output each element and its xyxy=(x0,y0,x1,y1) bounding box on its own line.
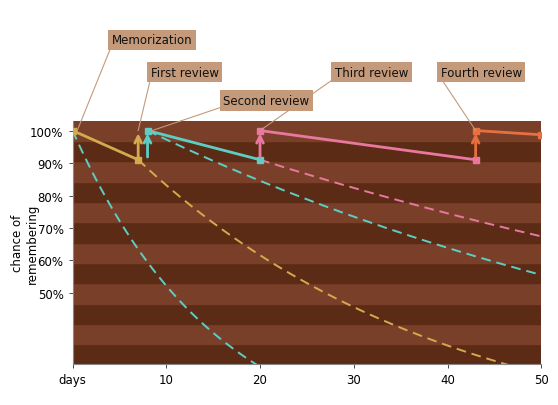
Bar xyxy=(73,344,541,364)
Text: Fourth review: Fourth review xyxy=(441,66,522,79)
Bar xyxy=(73,243,541,263)
Text: Memorization: Memorization xyxy=(112,34,192,47)
Bar xyxy=(73,223,541,243)
Bar xyxy=(73,324,541,344)
Text: Third review: Third review xyxy=(335,66,408,79)
Bar xyxy=(73,142,541,162)
Bar xyxy=(73,202,541,223)
Text: First review: First review xyxy=(151,66,219,79)
Text: Second review: Second review xyxy=(223,95,309,108)
Bar xyxy=(73,122,541,142)
Bar xyxy=(73,263,541,284)
Bar xyxy=(73,162,541,182)
Bar xyxy=(73,304,541,324)
Bar xyxy=(73,182,541,202)
Bar xyxy=(73,284,541,304)
Y-axis label: chance of
remembering: chance of remembering xyxy=(11,203,39,283)
